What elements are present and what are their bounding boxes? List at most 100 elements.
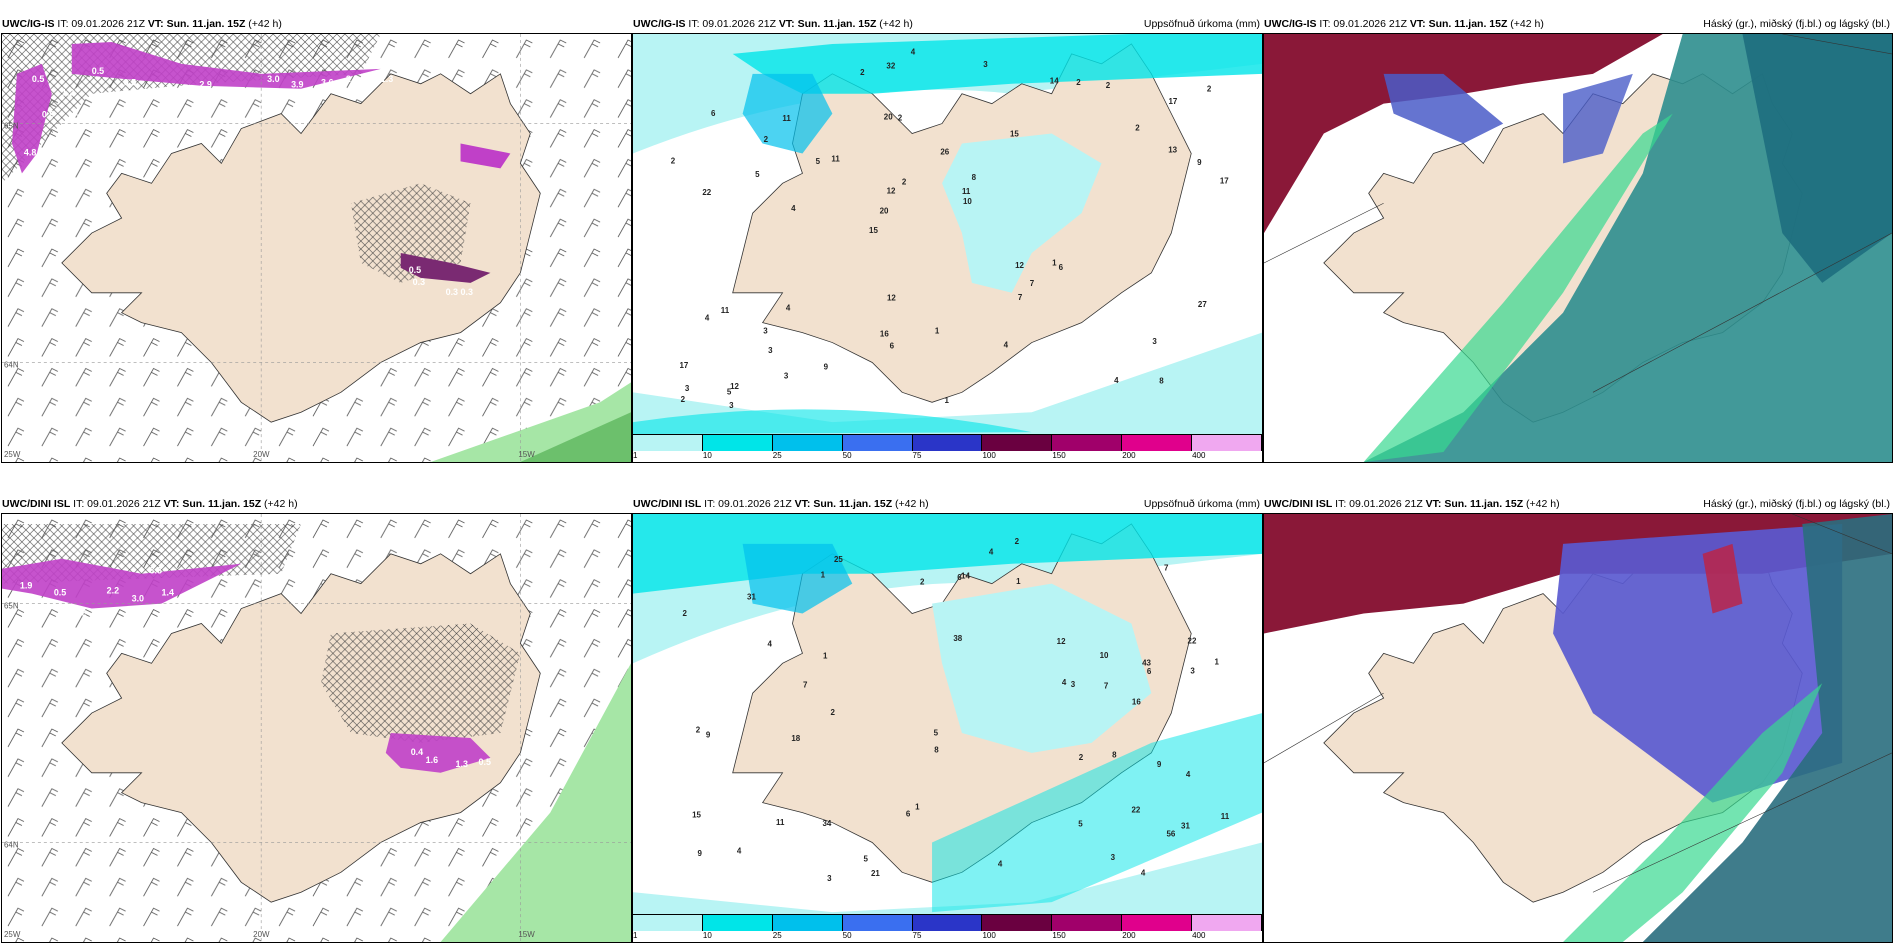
precip-value: 11: [962, 187, 971, 196]
precip-value: 2: [696, 725, 701, 734]
precip-value: 2: [920, 578, 925, 587]
precip-value: 25: [834, 555, 843, 564]
lat-label-64: 64N: [4, 360, 19, 369]
colorbar-label: 75: [912, 451, 922, 460]
svg-text:4.8: 4.8: [24, 147, 36, 157]
precip-value: 56: [1167, 829, 1176, 838]
colorbar-label: 1: [633, 931, 638, 940]
model-name: UWC/IG-IS: [633, 18, 686, 30]
lon-label-25: 25W: [4, 930, 21, 939]
panel-title: Háský (gr.), miðský (fj.bl.) og lágský (…: [1703, 498, 1890, 510]
precip-value: 2: [830, 708, 835, 717]
precip-value: 3: [763, 327, 768, 336]
svg-text:0.9: 0.9: [42, 110, 54, 120]
precip-value: 5: [934, 729, 939, 738]
svg-text:0.4: 0.4: [411, 747, 423, 757]
precip-value: 1: [1052, 258, 1057, 267]
precip-value: 2: [1079, 753, 1084, 762]
colorbar-label: 200: [1122, 931, 1136, 940]
precip-value: 13: [1168, 145, 1177, 154]
precip-value: 3: [1111, 853, 1116, 862]
valid-time: VT: Sun. 11.jan. 15Z: [1425, 498, 1524, 510]
svg-text:3.9: 3.9: [291, 80, 303, 90]
precip-value: 12: [887, 294, 896, 303]
colorbar: 1 10 25 50 75 100 150 200 400: [633, 914, 1263, 942]
precip-value: 22: [1132, 805, 1141, 814]
colorbar-label: 100: [982, 931, 996, 940]
svg-text:0.5: 0.5: [92, 66, 104, 76]
precip-value: 6: [906, 810, 911, 819]
colorbar: 1 10 25 50 75 100 150 200 400: [633, 434, 1263, 462]
colorbar-cell: [982, 435, 1053, 451]
wind-value-labels: 0.5 0.5 1.2 0.5 2.9 3.0 3.9 3.6 2.3 2.6 …: [24, 66, 473, 297]
precip-value: 31: [1181, 821, 1190, 830]
svg-text:0.5: 0.5: [409, 265, 421, 275]
panel-wind-dini: UWC/DINI ISL IT: 09.01.2026 21Z VT: Sun.…: [1, 498, 632, 943]
colorbar-cell: [702, 915, 773, 931]
precip-value: 1: [823, 652, 828, 661]
precip-value: 3: [827, 874, 832, 883]
precip-value: 3: [784, 372, 789, 381]
precip-value: 2: [860, 68, 865, 77]
init-time: IT: 09.01.2026 21Z: [704, 498, 792, 510]
lon-label-15: 15W: [518, 930, 535, 939]
precip-map: 8221715151220261111173286632171213201612…: [633, 34, 1262, 435]
panel-title: Háský (gr.), miðský (fj.bl.) og lágský (…: [1703, 18, 1890, 30]
precip-value: 12: [1057, 637, 1066, 646]
precip-value: 18: [791, 734, 800, 743]
colorbar-cell: [1122, 435, 1193, 451]
precip-value: 2: [902, 178, 907, 187]
lon-label-20: 20W: [253, 450, 270, 459]
precip-value: 2: [1207, 84, 1212, 93]
precip-value: 14: [961, 571, 970, 580]
model-name: UWC/DINI ISL: [633, 498, 702, 510]
colorbar-cells: [633, 914, 1263, 931]
colorbar-cell: [912, 435, 983, 451]
precip-value: 5: [816, 157, 821, 166]
panel-header: UWC/DINI ISL IT: 09.01.2026 21Z VT: Sun.…: [1264, 496, 1892, 512]
svg-text:0.5: 0.5: [54, 588, 66, 598]
colorbar-label: 25: [772, 451, 782, 460]
cloud-map: [1264, 514, 1892, 942]
precip-value: 7: [803, 681, 808, 690]
precip-value: 11: [776, 818, 785, 827]
model-name: UWC/DINI ISL: [1264, 498, 1333, 510]
colorbar-label: 150: [1052, 451, 1066, 460]
colorbar-cell: [912, 915, 983, 931]
init-time: IT: 09.01.2026 21Z: [688, 18, 776, 30]
precip-value: 2: [1076, 78, 1081, 87]
precip-value: 1: [821, 571, 826, 580]
precip-value: 6: [1059, 263, 1064, 272]
valid-time: VT: Sun. 11.jan. 15Z: [163, 498, 262, 510]
panel-header: UWC/IG-IS IT: 09.01.2026 21Z VT: Sun. 11…: [2, 16, 631, 32]
svg-text:1.2: 1.2: [74, 608, 86, 618]
precip-value: 3: [1190, 667, 1195, 676]
precip-value: 7: [1104, 682, 1109, 691]
precip-value: 6: [1147, 667, 1152, 676]
precip-value: 22: [702, 188, 711, 197]
precip-value: 32: [886, 61, 895, 70]
colorbar-cell: [1192, 915, 1263, 931]
svg-text:0.5: 0.5: [32, 74, 44, 84]
svg-text:1.3: 1.3: [456, 759, 468, 769]
precip-value: 2: [1015, 537, 1020, 546]
precip-value: 2: [1106, 81, 1111, 90]
wind-map: 0.5 0.5 1.2 0.5 2.9 3.0 3.9 3.6 2.3 2.6 …: [2, 34, 631, 462]
valid-time: VT: Sun. 11.jan. 15Z: [778, 18, 877, 30]
precip-values: 2222313892543347432162115315611629445641…: [683, 537, 1230, 883]
precip-value: 12: [887, 186, 896, 195]
panel-header: UWC/DINI ISL IT: 09.01.2026 21Z VT: Sun.…: [633, 496, 1262, 512]
colorbar-label: 1: [633, 451, 638, 460]
svg-text:1.2: 1.2: [62, 88, 74, 98]
precip-value: 12: [1015, 261, 1024, 270]
precip-value: 5: [755, 170, 760, 179]
lat-label-65: 65N: [4, 122, 19, 131]
precip-value: 4: [1141, 869, 1146, 878]
panel-precip-dini: UWC/DINI ISL IT: 09.01.2026 21Z VT: Sun.…: [632, 498, 1263, 943]
precip-value: 21: [871, 869, 880, 878]
lat-label-64: 64N: [4, 840, 19, 849]
precip-ribbon-top: [71, 41, 381, 89]
svg-text:0.3: 0.3: [461, 287, 473, 297]
lon-label-15: 15W: [518, 450, 535, 459]
svg-text:3.6: 3.6: [321, 78, 333, 88]
